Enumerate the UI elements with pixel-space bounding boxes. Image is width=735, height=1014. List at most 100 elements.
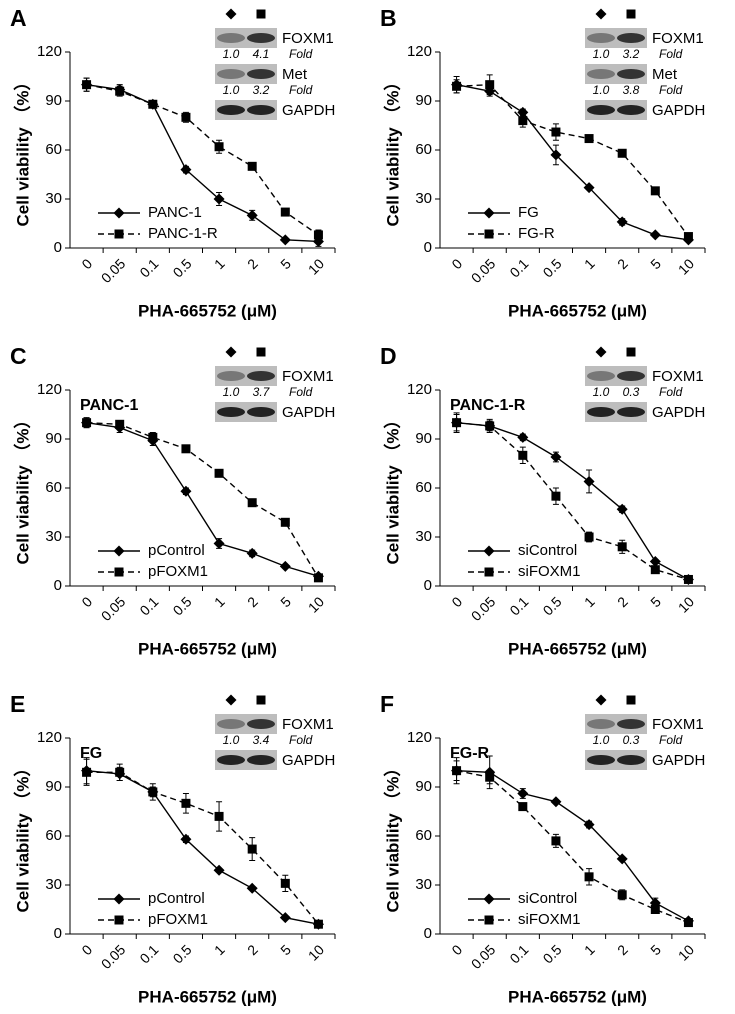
blot-background bbox=[585, 64, 647, 84]
marker-diamond bbox=[246, 547, 258, 559]
marker-square bbox=[148, 787, 158, 797]
fold-label: Fold bbox=[289, 733, 313, 747]
y-tick-label: 90 bbox=[45, 92, 62, 109]
blot-band bbox=[617, 407, 645, 417]
blot-background bbox=[585, 28, 647, 48]
blot-band bbox=[587, 755, 615, 765]
series-line bbox=[86, 769, 319, 925]
marker-square bbox=[313, 573, 323, 583]
marker-diamond bbox=[483, 893, 495, 905]
marker-square bbox=[280, 207, 290, 217]
marker-diamond bbox=[246, 882, 258, 894]
x-tick-label: 0 bbox=[78, 255, 95, 272]
marker-diamond bbox=[225, 694, 237, 706]
x-tick-label: 0.1 bbox=[506, 255, 531, 280]
y-tick-label: 60 bbox=[415, 479, 432, 496]
y-axis-label: Cell viability （%） bbox=[12, 759, 32, 912]
marker-square bbox=[617, 148, 627, 158]
fold-label: Fold bbox=[289, 47, 313, 61]
y-tick-label: 60 bbox=[45, 479, 62, 496]
marker-square bbox=[247, 161, 257, 171]
marker-square bbox=[115, 86, 125, 96]
blot-band bbox=[217, 719, 245, 729]
fold-value: 1.0 bbox=[223, 83, 240, 97]
y-tick-label: 30 bbox=[45, 190, 62, 207]
y-tick-label: 60 bbox=[45, 141, 62, 158]
blot-background bbox=[215, 750, 277, 770]
blot-label: FOXM1 bbox=[282, 368, 334, 385]
x-tick-label: 0.05 bbox=[468, 941, 499, 972]
y-tick-label: 0 bbox=[424, 577, 432, 594]
panel-letter: B bbox=[380, 5, 397, 31]
series-line bbox=[86, 771, 319, 925]
blot-band bbox=[617, 755, 645, 765]
legend-label: pFOXM1 bbox=[148, 563, 208, 580]
marker-diamond bbox=[246, 209, 258, 221]
marker-square bbox=[114, 567, 124, 577]
x-tick-label: 0.1 bbox=[136, 255, 161, 280]
marker-square bbox=[650, 565, 660, 575]
x-tick-label: 2 bbox=[244, 941, 261, 958]
legend-label: FG bbox=[518, 204, 539, 221]
blot-band bbox=[587, 719, 615, 729]
panel-subtitle: PANC-1 bbox=[80, 397, 138, 414]
y-axis-label: Cell viability （%） bbox=[382, 759, 402, 912]
marker-diamond bbox=[517, 106, 529, 118]
blot-band bbox=[617, 105, 645, 115]
blot-background bbox=[585, 750, 647, 770]
marker-square bbox=[617, 890, 627, 900]
x-tick-label: 2 bbox=[614, 941, 631, 958]
panel-letter: A bbox=[10, 5, 27, 31]
marker-square bbox=[82, 767, 92, 777]
x-tick-label: 5 bbox=[647, 941, 664, 958]
y-tick-label: 30 bbox=[415, 190, 432, 207]
marker-square bbox=[484, 915, 494, 925]
marker-diamond bbox=[583, 182, 595, 194]
x-tick-label: 0 bbox=[448, 941, 465, 958]
y-tick-label: 0 bbox=[54, 239, 62, 256]
marker-square bbox=[313, 919, 323, 929]
marker-square bbox=[584, 134, 594, 144]
y-tick-label: 90 bbox=[415, 778, 432, 795]
panel-subtitle: FG-R bbox=[450, 745, 490, 762]
blot-band bbox=[587, 407, 615, 417]
x-axis-label: PHA-665752 (μM) bbox=[508, 639, 647, 658]
marker-square bbox=[617, 542, 627, 552]
fold-value: 3.7 bbox=[253, 385, 271, 399]
x-tick-label: 2 bbox=[244, 255, 261, 272]
y-tick-label: 0 bbox=[54, 577, 62, 594]
marker-diamond bbox=[113, 207, 125, 219]
series-line bbox=[456, 83, 690, 237]
marker-square bbox=[551, 491, 561, 501]
x-tick-label: 10 bbox=[675, 255, 697, 277]
x-axis-label: PHA-665752 (μM) bbox=[508, 301, 647, 320]
marker-square bbox=[452, 766, 462, 776]
fold-label: Fold bbox=[659, 385, 683, 399]
marker-diamond bbox=[113, 893, 125, 905]
marker-diamond bbox=[225, 346, 237, 358]
marker-square bbox=[247, 844, 257, 854]
blot-band bbox=[587, 33, 615, 43]
blot-band bbox=[617, 371, 645, 381]
panel-letter: C bbox=[10, 343, 27, 369]
blot-band bbox=[217, 105, 245, 115]
x-tick-label: 1 bbox=[581, 593, 598, 610]
marker-square bbox=[584, 532, 594, 542]
fold-value: 1.0 bbox=[593, 47, 610, 61]
series-line bbox=[86, 421, 320, 579]
marker-square bbox=[551, 127, 561, 137]
blot-band bbox=[617, 69, 645, 79]
marker-square bbox=[485, 80, 495, 90]
y-tick-label: 90 bbox=[415, 430, 432, 447]
y-axis-label: Cell viability （%） bbox=[12, 411, 32, 564]
legend-label: PANC-1 bbox=[148, 204, 202, 221]
marker-diamond bbox=[279, 912, 291, 924]
fold-label: Fold bbox=[659, 47, 683, 61]
blot-background bbox=[585, 100, 647, 120]
x-tick-label: 0.5 bbox=[540, 255, 565, 280]
y-tick-label: 30 bbox=[415, 876, 432, 893]
y-tick-label: 120 bbox=[37, 43, 62, 60]
marker-square bbox=[214, 142, 224, 152]
